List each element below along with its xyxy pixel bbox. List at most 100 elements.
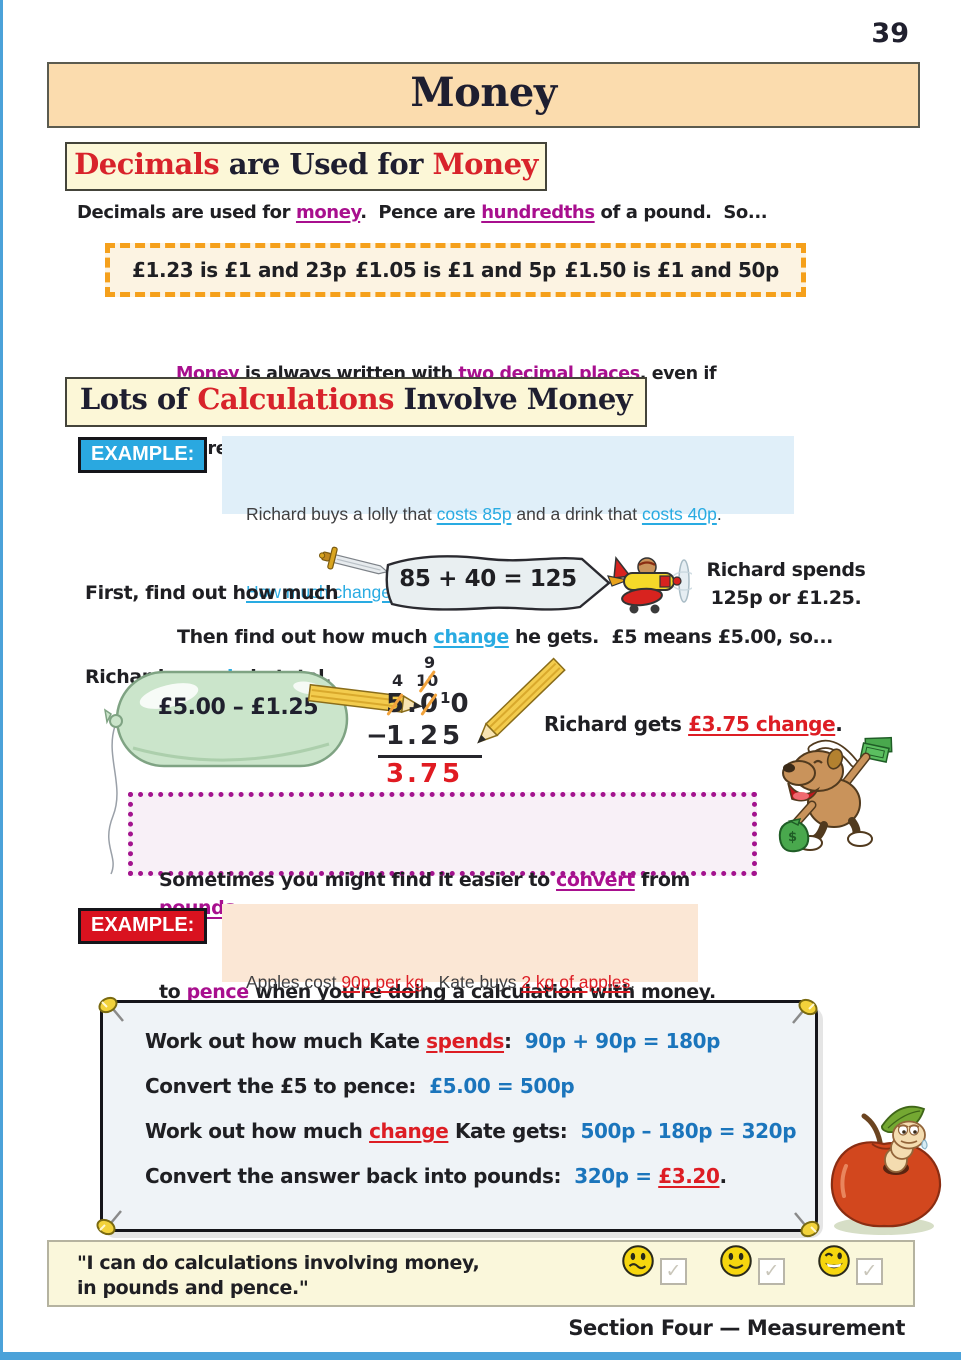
digit: 5 [441,721,461,751]
intro-seg: . Pence are [360,202,482,223]
banner-equation: 85 + 40 = 125 [399,566,577,592]
ws-seg: Convert the answer back into pounds: [145,1164,575,1188]
worm-in-apple-illustration [830,1105,942,1235]
digit-crossed: 5 [385,689,405,719]
neutral-face-icon [720,1245,752,1277]
digit-crossed: 0 [419,689,439,719]
assessment-text: "I can do calculations involving money, … [77,1251,480,1301]
result-text: Richard gets £3.75 change. [544,712,843,736]
assessment-checkbox[interactable]: ✓ [660,1258,687,1285]
example2-line: Apples cost 90p per kg. Kate buys 2 kg o… [246,969,698,995]
keyword-convert: convert [556,869,635,891]
tip-seg: from [634,869,697,891]
equation: 500p – 180p = 320p [580,1119,797,1143]
example1-label: EXAMPLE: [78,437,208,473]
page-edge-left [0,0,3,1360]
result-seg: . [835,712,843,736]
heading-word: Involve Money [393,382,633,416]
ex-seg: Richard buys a lolly that [246,504,437,524]
pin-icon [794,1212,820,1238]
ws-seg: Work out how much Kate [145,1029,427,1053]
assessment-box: "I can do calculations involving money, … [47,1240,915,1307]
heading-word: Money [432,147,539,181]
keyword-hundredths: hundredths [481,202,595,223]
intro-text: Decimals are used for money. Pence are h… [77,202,768,223]
keyword-change-amount: £3.75 change [688,712,836,736]
page-title: Money [410,69,557,116]
step2-text: Then find out how much change he gets. £… [95,626,915,648]
check-icon: ✓ [861,1260,878,1282]
digit: 0 [450,689,469,719]
decimal-point: . [407,721,417,751]
plane-caption-line: 125p or £1.25. [710,587,862,609]
heading-word: Lots of [79,382,198,416]
example1-line: Richard buys a lolly that costs 85p and … [246,501,794,527]
step2-seg: Then find out how much [177,626,434,648]
tip-line: to pence when you're doing a calculation… [159,978,752,1006]
minus-sign: − [366,721,388,751]
ex-seg: and a drink that [511,504,642,524]
digit: 2 [419,721,439,751]
heading-calculations: Lots of Calculations Involve Money [65,377,647,427]
worksheet-line: Work out how much change Kate gets: 500p… [145,1119,797,1143]
sad-face-icon [622,1245,654,1277]
ex-seg: . [630,972,636,992]
tip-box: Sometimes you might find it easier to co… [128,792,757,1003]
happy-face-icon [818,1245,850,1277]
balloon-text: £5.00 – £1.25 [157,695,319,720]
assessment-checkbox[interactable]: ✓ [856,1258,883,1285]
pin-icon [98,996,124,1022]
dog-with-money-illustration: $ [778,736,893,853]
borrow-digit: 1 [440,689,451,707]
ws-seg: . [719,1164,727,1188]
ws-seg: Convert the £5 to pence: [145,1074,430,1098]
digit: 7 [419,759,439,789]
digit [366,759,384,789]
worksheet-line: Convert the £5 to pence: £5.00 = 500p [145,1074,575,1098]
plane-caption-line: Richard spends [706,559,866,581]
equation: £5.00 = 500p [429,1074,575,1098]
keyword-spends: spends [426,1029,505,1053]
keyword-change: change [369,1119,449,1143]
assessment-checkbox[interactable]: ✓ [758,1258,785,1285]
subtraction-answer-row: 3 . 7 5 [366,759,462,789]
digit: 5 [441,759,461,789]
keyword-change: change [433,626,510,648]
tip-seg: Sometimes you might find it easier to [159,869,557,891]
step2-seg: he gets. £5 means £5.00, so... [508,626,833,648]
pound-example: £1.23 is £1 and 23p [132,258,347,282]
money-bag-symbol: $ [788,830,797,845]
note-seg: , even if [639,364,717,384]
ex-seg: . [716,504,722,524]
ex-seg: Apples cost [246,972,342,992]
heading-word: Decimals [74,147,220,181]
money-title-banner: Money [47,62,920,128]
banner-flag [385,555,611,611]
plane-icon [607,556,692,614]
worksheet-scroll: Work out how much Kate spends: 90p + 90p… [96,996,820,1238]
pound-example: £1.50 is £1 and 50p [564,258,780,282]
subtraction-rule [378,755,482,758]
carry-digit-ten-crossed: 10 [416,671,439,690]
digit [366,689,384,719]
pound-examples-box: £1.23 is £1 and 23p £1.05 is £1 and 5p £… [105,243,806,297]
worksheet-line: Convert the answer back into pounds: 320… [145,1164,727,1188]
heading-decimals: Decimals are Used for Money [65,142,547,191]
tip-seg: when you're doing a calculation with mon… [248,981,716,1003]
keyword-final-answer: £3.20 [658,1164,720,1188]
pencil-icon [307,683,423,714]
check-icon: ✓ [763,1260,780,1282]
example2-box: Apples cost 90p per kg. Kate buys 2 kg o… [222,904,698,1070]
subtraction-subtrahend-row: − 1 . 2 5 [366,721,462,751]
link-2kg-apples: 2 kg of apples [521,972,631,992]
subtraction-minuend-row: 5 . 0 10 [366,689,472,719]
subtraction-working: 9 4 10 5 . 0 10 − 1 . 2 5 3 . 7 5 [366,653,496,801]
tip-text: Sometimes you might find it easier to co… [133,797,752,1062]
worksheet-line: Work out how much Kate spends: 90p + 90p… [145,1029,720,1053]
check-icon: ✓ [665,1260,682,1282]
plane-caption: Richard spends 125p or £1.25. [698,556,874,612]
section-footer: Section Four — Measurement [568,1316,905,1340]
carry-digit-nine: 9 [424,653,436,672]
ws-seg: Work out how much [145,1119,370,1143]
assessment-line: "I can do calculations involving money, [77,1252,480,1274]
